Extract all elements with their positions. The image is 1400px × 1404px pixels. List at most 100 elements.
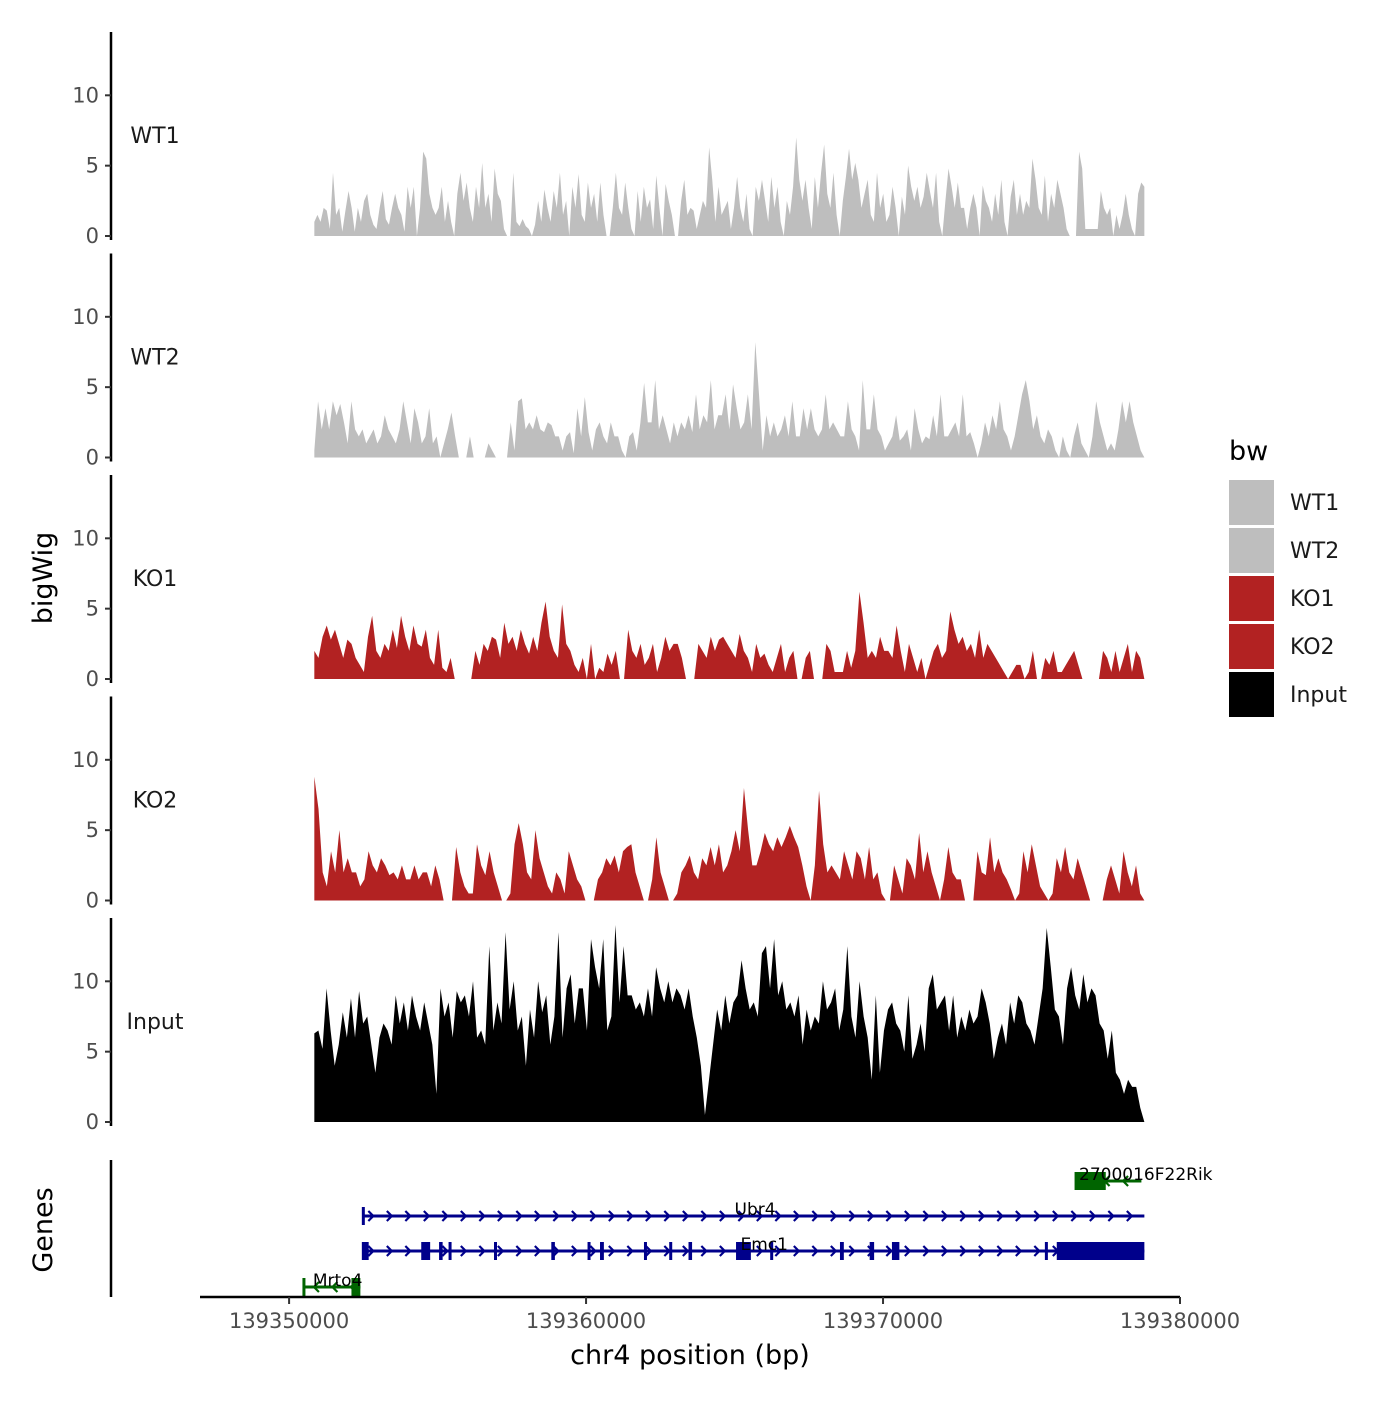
gene-exon	[770, 1242, 774, 1260]
gene-2700016f22rik: 2700016F22Rik	[1074, 1165, 1213, 1190]
gene-exon	[439, 1242, 443, 1260]
track-wt2: 0 5 10 WT2	[72, 253, 1145, 470]
y-tick-label: 5	[86, 375, 99, 399]
strand-chevron	[367, 1210, 375, 1222]
strand-chevron	[941, 1210, 949, 1222]
strand-chevron	[922, 1210, 930, 1222]
y-tick-label: 5	[86, 1040, 99, 1064]
strand-chevron	[1070, 1210, 1078, 1222]
strand-chevron	[904, 1210, 912, 1222]
strand-chevron	[478, 1245, 486, 1257]
strand-chevron	[848, 1210, 856, 1222]
y-tick-label: 10	[72, 526, 99, 550]
strand-chevron	[1107, 1210, 1115, 1222]
strand-chevron	[626, 1210, 634, 1222]
gene-exon	[736, 1242, 751, 1260]
y-tick-label: 5	[86, 597, 99, 621]
strand-chevron	[719, 1245, 727, 1257]
gene-label: Ubr4	[735, 1200, 776, 1220]
y-tick-label: 10	[72, 83, 99, 107]
strand-chevron	[830, 1245, 838, 1257]
area-wt1	[314, 137, 1145, 236]
strand-chevron	[589, 1210, 597, 1222]
gene-exon	[688, 1242, 693, 1260]
strand-chevron	[774, 1210, 782, 1222]
strand-chevron	[941, 1245, 949, 1257]
strand-chevron	[663, 1210, 671, 1222]
strand-chevron	[645, 1245, 653, 1257]
strand-chevron	[1121, 1175, 1129, 1187]
strand-chevron	[441, 1210, 449, 1222]
y-tick-label: 10	[72, 305, 99, 329]
strand-chevron	[497, 1210, 505, 1222]
gene-exon	[448, 1242, 452, 1260]
strand-chevron	[460, 1245, 468, 1257]
strand-chevron	[959, 1210, 967, 1222]
tracks-layer: 0 5 10 WT1 0 5 10 WT2 0 5 10 KO1 0 5 10 KO2 0 5 10 Input	[72, 32, 1145, 1134]
legend-swatch	[1229, 672, 1274, 717]
genes-layer: 2700016F22Rik Ubr4 Emc1 Mrto4	[109, 1160, 1213, 1297]
track-label: Input	[127, 1010, 184, 1035]
area-input	[314, 925, 1145, 1122]
strand-chevron	[682, 1245, 690, 1257]
strand-chevron	[386, 1245, 394, 1257]
track-label: KO2	[133, 789, 178, 814]
strand-chevron	[367, 1245, 375, 1257]
legend-entry-ko2: KO2	[1229, 624, 1335, 669]
x-axis: 139350000 139360000 139370000 139380000	[200, 1295, 1240, 1333]
strand-chevron	[996, 1245, 1004, 1257]
strand-chevron	[608, 1210, 616, 1222]
legend: bw WT1 WT2 KO1 KO2 Input	[1229, 436, 1347, 717]
strand-chevron	[885, 1210, 893, 1222]
strand-chevron	[1052, 1210, 1060, 1222]
strand-chevron	[552, 1210, 560, 1222]
y-tick-label: 10	[72, 969, 99, 993]
strand-chevron	[830, 1210, 838, 1222]
strand-chevron	[312, 1281, 320, 1293]
strand-chevron	[386, 1210, 394, 1222]
area-wt2	[314, 342, 1145, 458]
strand-chevron	[867, 1210, 875, 1222]
gene-exon	[421, 1242, 431, 1260]
gene-exon	[839, 1242, 844, 1260]
legend-label: Input	[1290, 683, 1347, 708]
track-ko1: 0 5 10 KO1	[72, 475, 1145, 691]
strand-chevron	[608, 1245, 616, 1257]
strand-chevron	[737, 1210, 745, 1222]
strand-chevron	[756, 1210, 764, 1222]
area-ko1	[314, 591, 1145, 679]
strand-chevron	[330, 1281, 339, 1293]
strand-chevron	[978, 1210, 986, 1222]
legend-entry-wt2: WT2	[1229, 528, 1339, 573]
strand-chevron	[571, 1210, 579, 1222]
strand-chevron	[626, 1245, 634, 1257]
legend-swatch	[1229, 528, 1274, 573]
strand-chevron	[885, 1245, 893, 1257]
strand-chevron	[793, 1210, 801, 1222]
gene-exon	[1076, 1172, 1106, 1190]
legend-label: KO2	[1290, 635, 1335, 660]
x-axis-title: chr4 position (bp)	[570, 1340, 810, 1371]
strand-chevron	[1089, 1210, 1097, 1222]
strand-chevron	[774, 1245, 782, 1257]
strand-chevron	[441, 1245, 449, 1257]
y-tick-label: 5	[86, 154, 99, 178]
gene-exon	[643, 1242, 647, 1260]
track-input: 0 5 10 Input	[72, 918, 1145, 1134]
legend-label: WT1	[1290, 491, 1339, 516]
y-axis-title: bigWig	[28, 532, 59, 625]
legend-entry-wt1: WT1	[1229, 480, 1339, 525]
area-ko2	[314, 776, 1145, 901]
strand-chevron	[645, 1210, 653, 1222]
y-tick-label: 0	[86, 1110, 99, 1134]
gene-label: Mrto4	[313, 1271, 363, 1291]
gene-ubr4: Ubr4	[361, 1200, 1145, 1225]
strand-chevron	[978, 1245, 986, 1257]
strand-chevron	[1126, 1210, 1134, 1222]
gene-exon	[351, 1278, 361, 1296]
gene-exon	[587, 1242, 591, 1260]
strand-chevron	[996, 1210, 1004, 1222]
gene-exon	[1044, 1242, 1048, 1260]
